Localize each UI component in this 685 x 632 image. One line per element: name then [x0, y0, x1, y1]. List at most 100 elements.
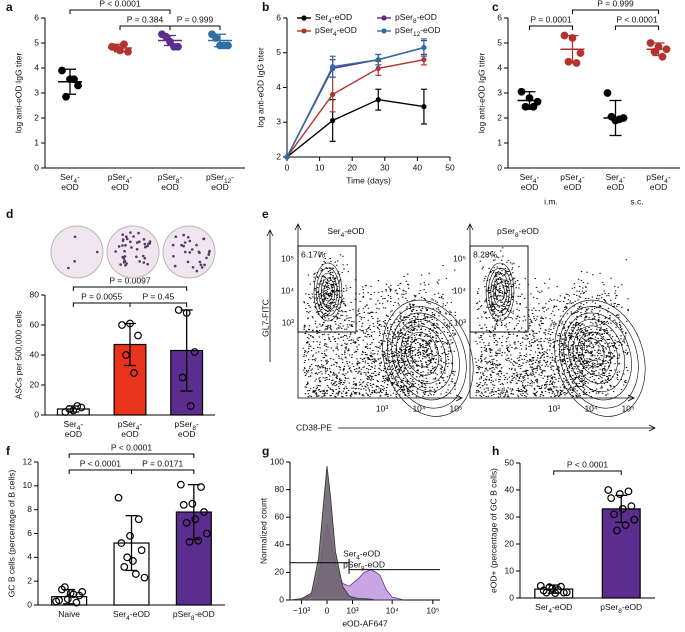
data-point — [60, 583, 69, 592]
panel-label: a — [6, 0, 13, 14]
series-line — [286, 98, 425, 158]
y-tick-label: 5 — [276, 47, 281, 57]
data-point — [182, 518, 191, 527]
contour — [554, 299, 646, 417]
data-point — [197, 483, 205, 491]
data-point — [375, 57, 381, 63]
y-tick-label: 0 — [497, 162, 502, 172]
x-tick-label: 10⁵ — [426, 605, 439, 615]
data-point — [603, 89, 612, 97]
y-axis-label: log anti-eOD IgG titer — [476, 53, 486, 133]
legend-label: pSer4-eOD — [315, 25, 357, 38]
data-point — [73, 402, 82, 410]
data-point — [70, 75, 78, 84]
y-tick-label: 20 — [505, 538, 515, 548]
significance-bracket — [68, 469, 132, 474]
data-point — [131, 570, 140, 578]
y-tick-label: 30 — [505, 511, 515, 521]
x-tick-label: 10³ — [346, 605, 358, 615]
y-tick-label: 3 — [34, 87, 39, 97]
data-point — [174, 306, 183, 314]
data-point — [554, 586, 562, 594]
plot-title: Ser4-eOD — [327, 226, 364, 239]
legend-swatch — [301, 15, 307, 21]
contour — [563, 312, 632, 401]
x-tick-label: 10⁴ — [584, 403, 597, 413]
y-tick-label: 5 — [497, 37, 502, 47]
data-point — [564, 57, 573, 66]
significance-bracket — [72, 286, 188, 291]
significance-bracket — [72, 302, 131, 307]
data-point — [330, 64, 336, 70]
y-tick-label: 20 — [30, 379, 40, 389]
data-point — [576, 49, 585, 57]
data-point — [200, 508, 208, 516]
y-tick-label: 40 — [275, 539, 285, 549]
y-tick-label: 40 — [505, 484, 515, 494]
data-point — [613, 526, 621, 535]
y-tick-label: 4 — [276, 82, 281, 92]
x-tick-label: 20 — [347, 162, 357, 172]
well-spots — [67, 235, 99, 270]
y-tick-label: 0 — [509, 592, 514, 602]
axis-arrow — [266, 229, 656, 432]
contour — [490, 272, 510, 312]
data-point — [134, 515, 143, 524]
significance-bracket — [131, 469, 195, 474]
data-point — [517, 87, 526, 96]
group-label: i.m. — [544, 196, 558, 206]
x-axis-label: CD38-PE — [296, 422, 332, 432]
y-tick-label: 10⁴ — [453, 285, 466, 295]
p-value-label: P < 0.0001 — [567, 459, 608, 469]
data-point — [658, 52, 667, 61]
x-tick-label: pSer4-eOD — [108, 172, 133, 192]
contour — [492, 277, 508, 307]
data-point — [170, 42, 178, 51]
x-tick-label: 0 — [285, 162, 290, 172]
x-tick-label: 10⁵ — [450, 403, 463, 413]
y-axis-label: GL7-FITC — [260, 299, 270, 337]
x-tick-label: −10³ — [293, 605, 310, 615]
y-tick-label: 5 — [34, 37, 39, 47]
data-point — [627, 502, 636, 511]
y-tick-label: 40 — [30, 349, 40, 359]
event-cloud — [302, 252, 457, 398]
data-point — [630, 515, 639, 524]
p-value-label: P = 0.45 — [142, 291, 174, 301]
contour — [409, 338, 433, 368]
data-point — [179, 501, 188, 509]
y-axis-label: Normalized count — [258, 497, 268, 564]
panel-label: e — [262, 207, 269, 221]
contour — [323, 282, 333, 302]
x-tick-label: 50 — [445, 162, 455, 172]
contour — [382, 299, 474, 417]
contour — [495, 282, 505, 302]
y-tick-label: 12 — [23, 456, 33, 466]
y-tick-label: 10³ — [454, 317, 466, 327]
data-point — [621, 521, 630, 529]
y-tick-label: 2 — [497, 112, 502, 122]
group-label: s.c. — [630, 196, 643, 206]
x-tick-label: pSer8-eOD — [600, 602, 642, 615]
contour — [488, 267, 512, 317]
data-point — [130, 369, 138, 377]
data-point — [604, 486, 613, 494]
data-point — [191, 515, 200, 524]
x-tick-label: 10 — [315, 162, 325, 172]
contour — [316, 267, 340, 317]
y-tick-label: 2 — [34, 112, 39, 122]
x-tick-label: 10⁴ — [412, 403, 425, 413]
data-point — [421, 44, 427, 51]
data-point — [69, 590, 78, 599]
data-point — [662, 45, 671, 54]
data-point — [615, 115, 624, 124]
y-axis-label: GC B cells (percentage of B cells) — [6, 470, 16, 598]
p-value-label: P = 0.999 — [177, 14, 214, 24]
y-tick-label: 0 — [34, 162, 39, 172]
data-point — [69, 406, 78, 415]
panel-label: b — [262, 0, 269, 14]
x-tick-label: Ser4-eOD — [535, 602, 572, 615]
y-tick-label: 6 — [34, 12, 39, 22]
